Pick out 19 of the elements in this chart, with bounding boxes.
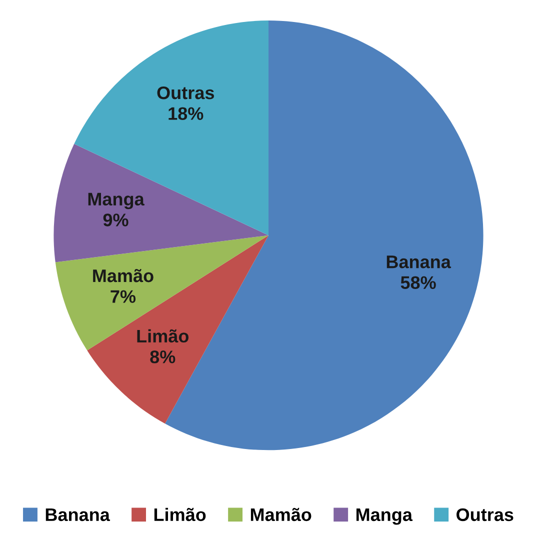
legend-label: Outras xyxy=(456,508,514,522)
slice-label: Limão xyxy=(137,329,189,343)
slice-label: Banana xyxy=(386,256,452,268)
slice-label: Outras xyxy=(157,86,214,100)
data-label: 58% xyxy=(400,276,436,290)
slice-label: Manga xyxy=(88,192,144,210)
data-label: 8% xyxy=(150,350,176,364)
data-label: 7% xyxy=(110,290,136,303)
data-label: 9% xyxy=(103,214,128,226)
pie-slice xyxy=(55,235,268,350)
legend-label: Limão xyxy=(154,508,206,522)
pie-slice xyxy=(54,144,268,262)
legend-label: Manga xyxy=(356,508,413,525)
legend-label: Banana xyxy=(46,508,110,522)
slice-label: Mamão xyxy=(93,269,154,282)
pie-slice xyxy=(74,20,268,236)
legend-label: Mamão xyxy=(250,508,312,522)
pie-slice xyxy=(87,235,268,424)
data-label: 18% xyxy=(168,107,204,120)
